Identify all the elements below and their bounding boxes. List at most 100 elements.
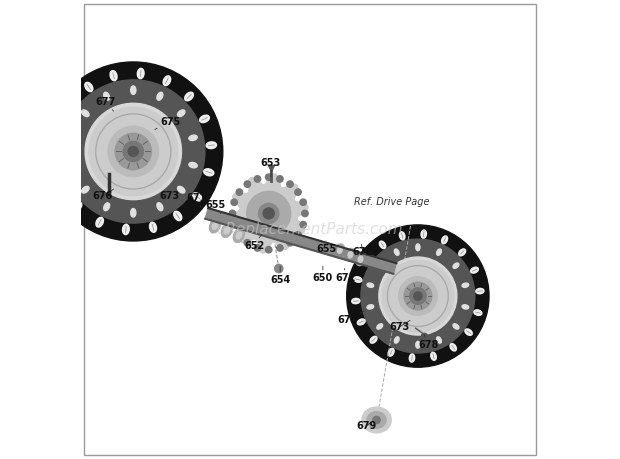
Ellipse shape (73, 202, 82, 211)
Ellipse shape (356, 253, 365, 266)
Ellipse shape (210, 219, 221, 233)
Text: 677: 677 (95, 97, 116, 111)
Text: 653: 653 (261, 158, 281, 177)
Circle shape (244, 181, 250, 187)
Ellipse shape (453, 324, 459, 329)
Ellipse shape (476, 288, 484, 294)
Circle shape (265, 174, 272, 180)
Ellipse shape (362, 407, 391, 433)
Ellipse shape (337, 247, 342, 253)
Ellipse shape (221, 224, 232, 237)
Ellipse shape (379, 241, 386, 248)
Ellipse shape (363, 257, 371, 263)
Circle shape (236, 231, 242, 238)
Circle shape (277, 245, 283, 251)
Ellipse shape (462, 305, 469, 309)
Ellipse shape (367, 283, 374, 287)
Circle shape (115, 133, 151, 170)
Circle shape (123, 141, 143, 162)
Ellipse shape (50, 154, 60, 161)
Ellipse shape (431, 353, 436, 360)
Ellipse shape (352, 298, 360, 304)
Circle shape (382, 260, 454, 332)
Ellipse shape (131, 208, 136, 217)
Ellipse shape (82, 186, 89, 193)
Text: 655: 655 (316, 241, 337, 254)
Ellipse shape (157, 203, 163, 211)
Circle shape (399, 277, 437, 315)
Text: 652: 652 (244, 234, 264, 251)
Ellipse shape (441, 236, 448, 244)
Ellipse shape (436, 337, 441, 343)
Ellipse shape (185, 92, 193, 101)
Circle shape (128, 146, 138, 157)
Circle shape (404, 282, 432, 310)
Ellipse shape (65, 102, 74, 110)
Text: 650: 650 (312, 266, 333, 283)
Ellipse shape (346, 248, 355, 261)
Ellipse shape (370, 336, 377, 343)
Text: 671: 671 (335, 269, 356, 283)
Circle shape (254, 245, 260, 251)
Ellipse shape (348, 252, 353, 258)
Text: 675: 675 (155, 117, 180, 129)
Ellipse shape (212, 222, 218, 230)
Ellipse shape (104, 92, 110, 100)
Ellipse shape (123, 224, 129, 235)
Ellipse shape (137, 68, 144, 78)
Ellipse shape (421, 230, 427, 238)
Circle shape (347, 225, 489, 367)
Ellipse shape (189, 162, 197, 168)
Ellipse shape (436, 249, 441, 255)
Ellipse shape (96, 218, 104, 227)
Ellipse shape (416, 244, 420, 251)
Polygon shape (205, 208, 396, 274)
Text: 673: 673 (159, 191, 182, 202)
Ellipse shape (367, 412, 386, 428)
Text: 655: 655 (206, 200, 226, 213)
Text: 673: 673 (389, 320, 410, 332)
Ellipse shape (409, 354, 415, 362)
Circle shape (277, 176, 283, 182)
Circle shape (254, 176, 260, 182)
Circle shape (414, 292, 422, 300)
Text: 678: 678 (418, 334, 438, 350)
Ellipse shape (367, 305, 374, 309)
Circle shape (231, 221, 237, 228)
Ellipse shape (57, 180, 67, 188)
Circle shape (259, 203, 279, 224)
Circle shape (410, 288, 426, 304)
Ellipse shape (224, 227, 229, 234)
Text: 675: 675 (337, 311, 364, 325)
Text: 671: 671 (187, 193, 206, 207)
Ellipse shape (192, 193, 202, 201)
Ellipse shape (275, 264, 283, 273)
Circle shape (244, 240, 250, 246)
Ellipse shape (163, 76, 170, 85)
Ellipse shape (450, 344, 456, 351)
Ellipse shape (335, 244, 345, 257)
Circle shape (231, 199, 237, 206)
Ellipse shape (462, 283, 469, 287)
Polygon shape (229, 174, 308, 253)
Ellipse shape (206, 142, 216, 149)
Text: 679: 679 (356, 421, 376, 431)
Text: Ref. Drive Page: Ref. Drive Page (353, 197, 429, 207)
Ellipse shape (377, 324, 383, 329)
Circle shape (295, 189, 301, 196)
Text: 654: 654 (270, 266, 290, 285)
Circle shape (287, 181, 293, 187)
Ellipse shape (354, 277, 362, 282)
Ellipse shape (157, 92, 163, 100)
Ellipse shape (394, 249, 399, 255)
Ellipse shape (189, 135, 197, 140)
Circle shape (44, 62, 223, 241)
Circle shape (85, 103, 182, 200)
Circle shape (229, 210, 236, 217)
Circle shape (295, 231, 301, 238)
Ellipse shape (69, 162, 78, 168)
Ellipse shape (131, 86, 136, 95)
Ellipse shape (53, 127, 63, 134)
Ellipse shape (110, 71, 117, 81)
Text: 676: 676 (92, 189, 113, 202)
